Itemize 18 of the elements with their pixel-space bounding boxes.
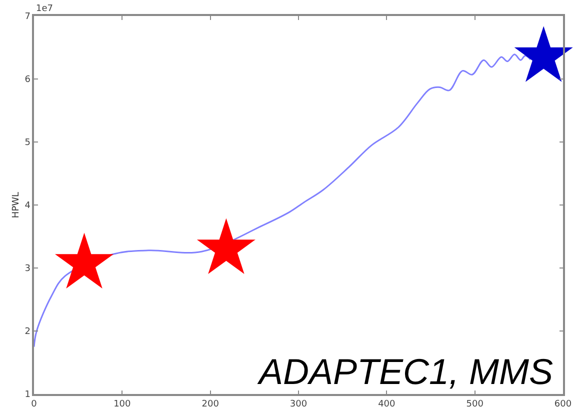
- y-axis-title: HPWL: [12, 192, 22, 218]
- line-series: [34, 54, 532, 348]
- y-tick-label: 1: [24, 390, 30, 400]
- x-tick-label: 100: [114, 400, 132, 410]
- y-tick-label: 3: [24, 264, 30, 274]
- text: 1e7: [36, 4, 53, 14]
- x-tick-label: 600: [554, 400, 572, 410]
- y-tick-label: 7: [24, 12, 30, 22]
- x-tick-label: 400: [378, 400, 396, 410]
- y-tick-label: 6: [24, 75, 31, 86]
- x-tick-label: 300: [290, 400, 308, 410]
- x-tick-label: 500: [466, 400, 484, 410]
- x-tick-label: 0: [31, 400, 38, 410]
- annotation: ADAPTEC1, MMS: [257, 351, 554, 392]
- y-tick-label: 4: [24, 201, 31, 212]
- x-tick-label: 200: [202, 400, 220, 410]
- y-tick-label: 2: [24, 327, 30, 338]
- y-tick-label: 5: [24, 138, 30, 148]
